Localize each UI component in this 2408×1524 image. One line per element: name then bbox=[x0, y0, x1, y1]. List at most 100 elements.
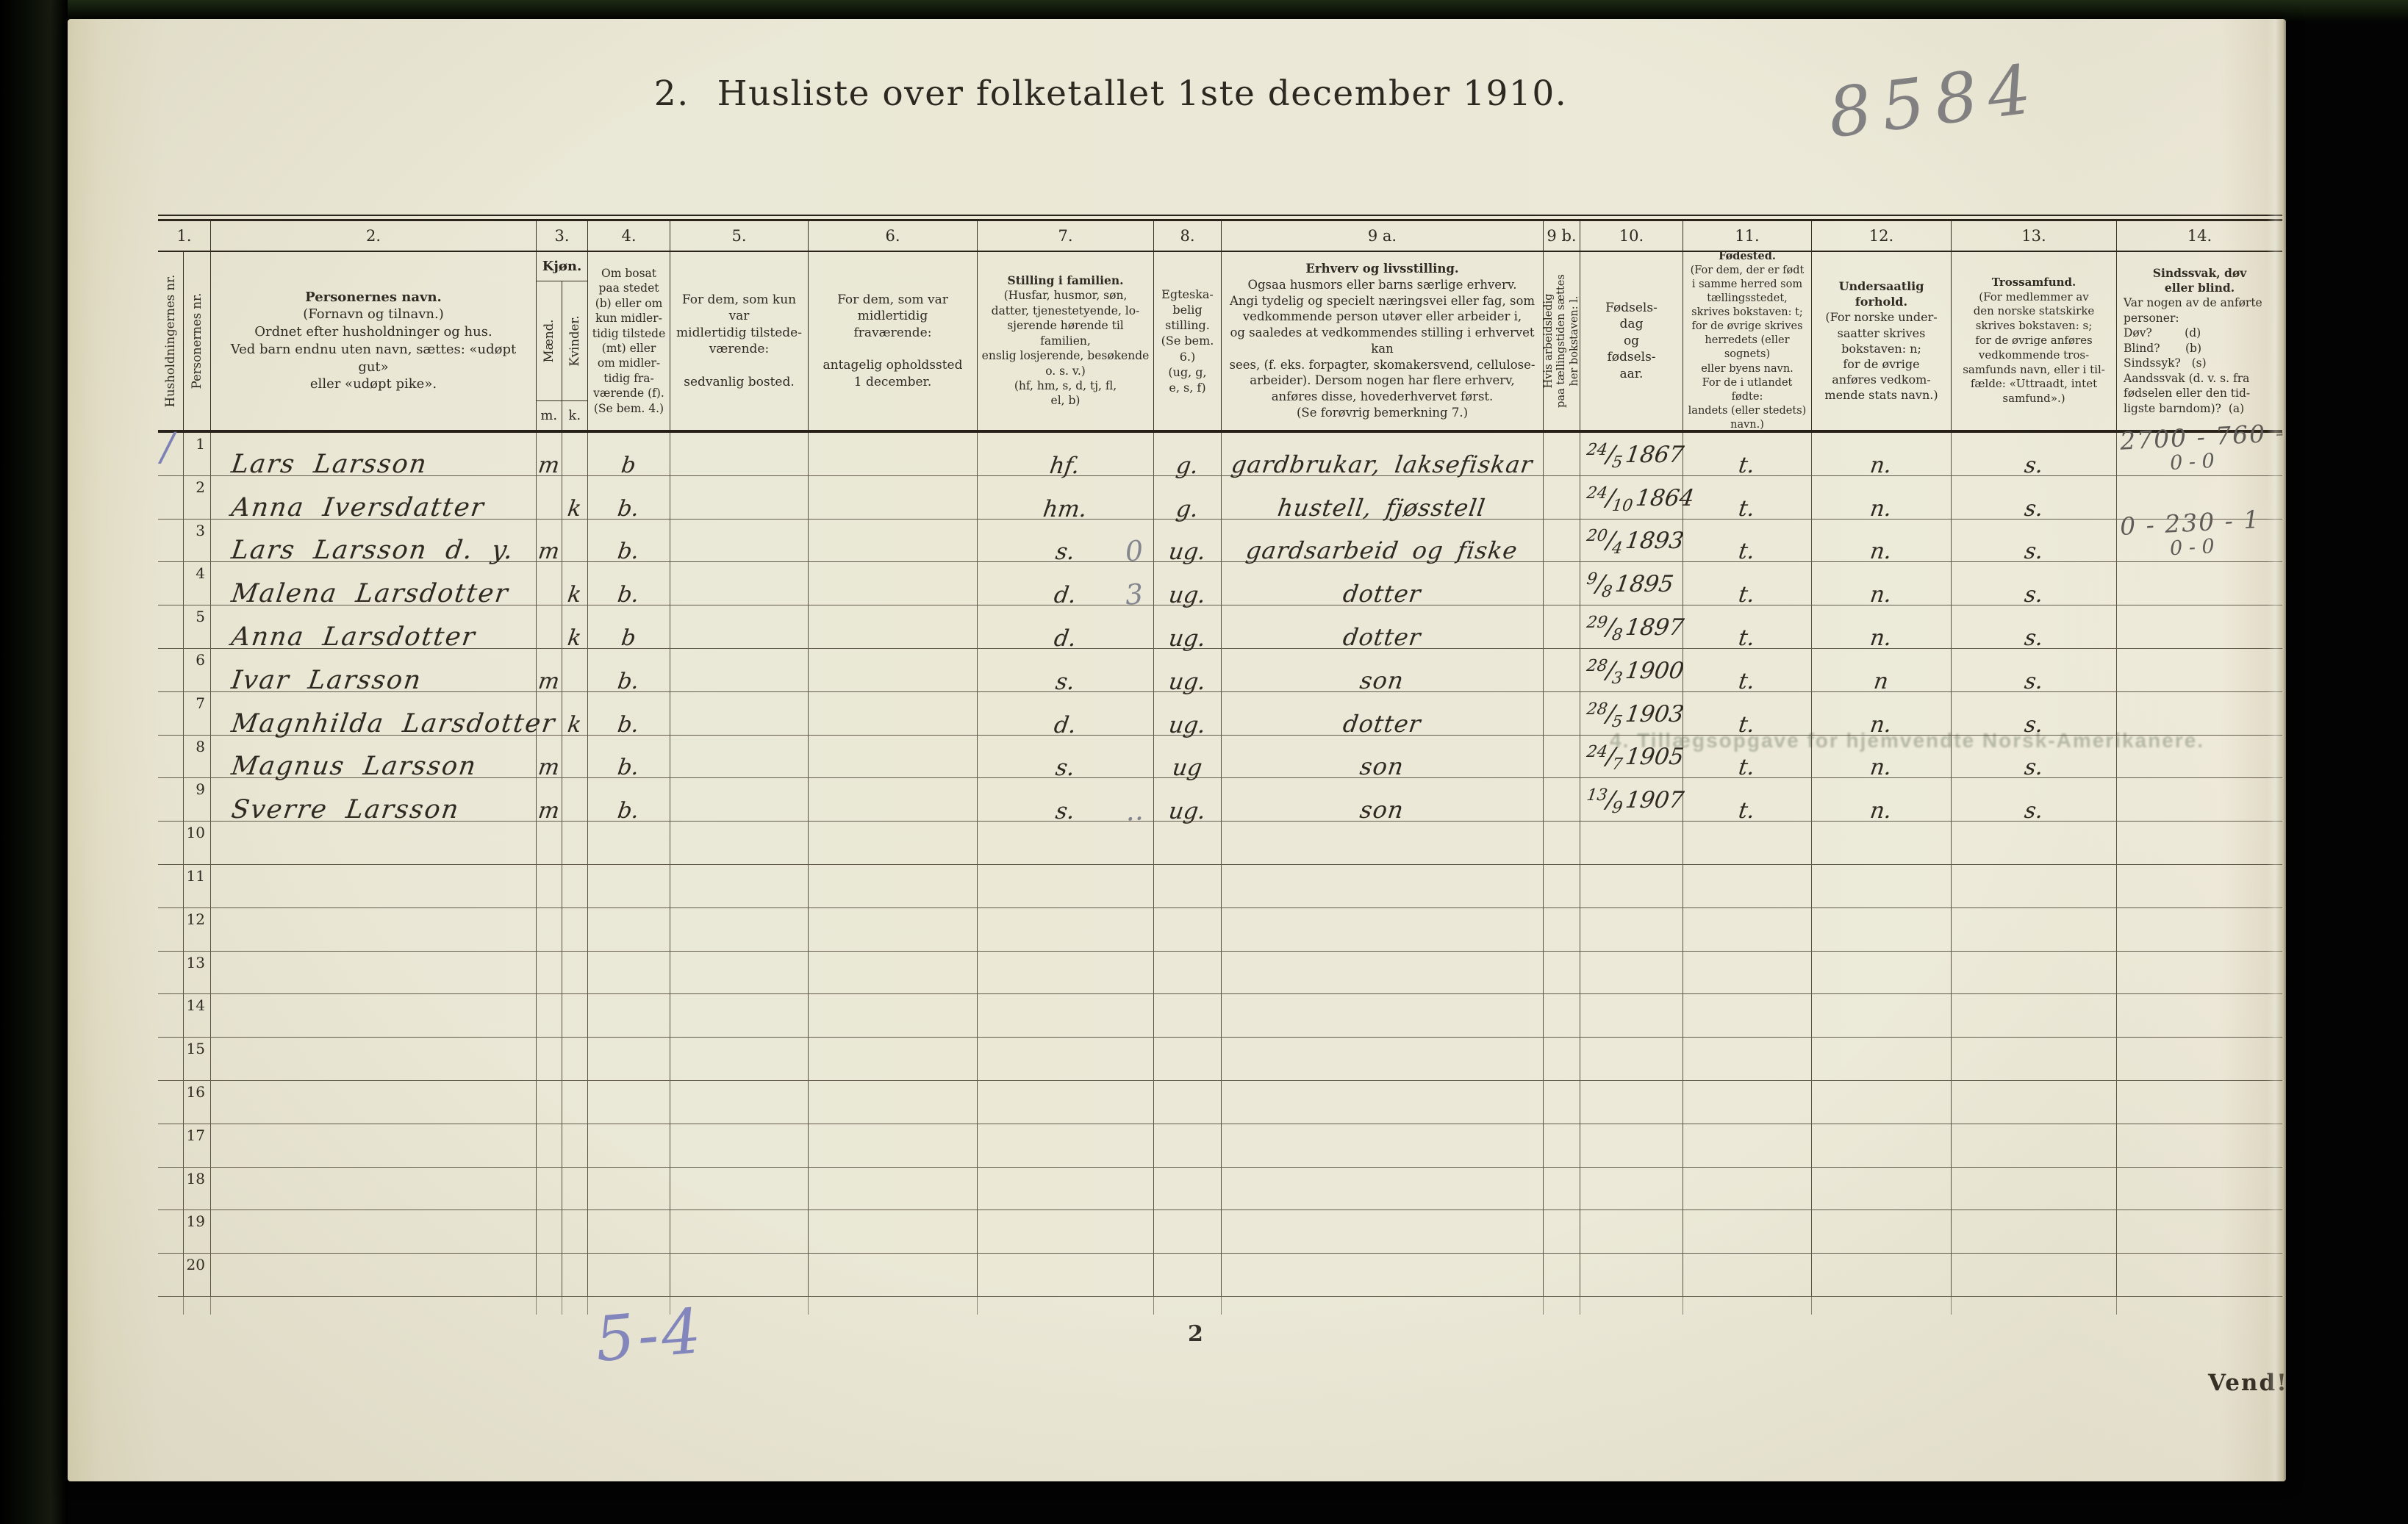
unemployed-cell bbox=[1544, 735, 1580, 778]
birthdate-cell bbox=[1580, 994, 1683, 1038]
religion-cell bbox=[1952, 951, 2117, 994]
header-sex-title: Kjøn. bbox=[537, 252, 587, 281]
col-num-14: 14. bbox=[2187, 227, 2212, 245]
sex-male-cell bbox=[537, 1167, 562, 1210]
household-number-cell bbox=[158, 519, 184, 562]
family-position-cell bbox=[978, 1210, 1154, 1254]
residence-mark: b. bbox=[616, 582, 641, 608]
birthdate-cell: 1391907 bbox=[1580, 778, 1685, 822]
name-cell: Anna Larsdotter bbox=[211, 605, 537, 652]
name-cell: Magnus Larsson bbox=[211, 735, 537, 781]
marital-status-cell: ug. bbox=[1154, 648, 1222, 695]
birthdate-cell bbox=[1580, 951, 1683, 994]
occupation-cell: son bbox=[1222, 735, 1544, 780]
residence-cell bbox=[588, 994, 670, 1038]
residence-mark: b. bbox=[616, 711, 641, 738]
sex-female-mark: k bbox=[565, 495, 583, 522]
household-number-cell bbox=[158, 1167, 184, 1210]
tally-annotation bbox=[2120, 597, 2170, 598]
tally-annotation bbox=[2120, 813, 2170, 814]
table-row: 8 Magnus Larsson m b. s. ug son 2471905 bbox=[158, 735, 2282, 781]
temporary-present-cell bbox=[670, 475, 809, 519]
temporary-absent-cell bbox=[809, 648, 978, 691]
header-sex-female-label: Kvinder. bbox=[567, 315, 581, 367]
remarks-cell bbox=[2117, 1168, 2282, 1210]
household-number-cell bbox=[158, 864, 184, 907]
citizenship-value: n. bbox=[1868, 711, 1893, 738]
family-position-cell bbox=[978, 1254, 1154, 1296]
residence-cell: b. bbox=[588, 691, 670, 738]
marital-status-cell bbox=[1154, 822, 1222, 864]
birthdate-cell: 2471905 bbox=[1580, 735, 1685, 778]
sex-female-mark: k bbox=[565, 625, 583, 651]
sex-female-cell bbox=[562, 1254, 588, 1296]
table-row: 3 Lars Larsson d. y. m b. s. 0 ug. gards… bbox=[158, 505, 2282, 568]
col-num-11: 11. bbox=[1683, 221, 1812, 251]
temporary-present-cell bbox=[670, 907, 809, 951]
religion-cell: s. bbox=[1952, 691, 2117, 738]
birthdate-cell bbox=[1580, 1124, 1683, 1167]
unemployed-cell bbox=[1544, 1167, 1580, 1210]
religion-cell bbox=[1952, 907, 2117, 951]
person-name: Magnhilda Larsdotter bbox=[229, 708, 558, 738]
birthplace-cell bbox=[1683, 864, 1812, 907]
sex-female-cell bbox=[562, 735, 588, 778]
household-number-cell bbox=[158, 1210, 184, 1254]
occupation-cell bbox=[1222, 1038, 1544, 1080]
header-name-body: (Fornavn og tilnavn.) Ordnet efter husho… bbox=[230, 306, 517, 392]
header-sex-female-short: k. bbox=[568, 408, 581, 423]
unemployed-cell bbox=[1544, 605, 1580, 648]
temporary-absent-cell bbox=[809, 778, 978, 822]
birthdate-cell bbox=[1580, 822, 1683, 864]
birthplace-cell bbox=[1683, 1167, 1812, 1210]
col-num-10: 10. bbox=[1580, 221, 1683, 251]
name-cell: Lars Larsson d. y. bbox=[211, 519, 537, 565]
temporary-absent-cell bbox=[809, 864, 978, 907]
marital-status-cell: ug. bbox=[1154, 562, 1222, 609]
religion-value: s. bbox=[2022, 495, 2045, 522]
citizenship-cell bbox=[1812, 1254, 1952, 1296]
person-number-cell: 12 bbox=[184, 907, 211, 951]
person-number-cell: 17 bbox=[184, 1124, 211, 1167]
unemployed-cell bbox=[1544, 475, 1580, 519]
person-number-cell: 15 bbox=[184, 1038, 211, 1080]
header-birthplace-body: (For dem, der er født i samme herred som… bbox=[1688, 264, 1807, 431]
sex-male-mark: m bbox=[536, 452, 562, 478]
marital-status-cell bbox=[1154, 1210, 1222, 1254]
birthplace-cell bbox=[1683, 951, 1812, 994]
birthplace-cell: t. bbox=[1683, 475, 1812, 522]
sex-male-cell bbox=[537, 1080, 562, 1124]
header-residence-body: Om bosat paa stedet (b) eller om kun mid… bbox=[592, 266, 666, 415]
tally-annotation bbox=[2120, 640, 2170, 641]
temporary-absent-cell bbox=[809, 605, 978, 648]
table-row: 7 Magnhilda Larsdotter k b. d. ug. dotte… bbox=[158, 691, 2282, 738]
temporary-present-cell bbox=[670, 864, 809, 907]
occupation-cell bbox=[1222, 864, 1544, 907]
occupation-cell bbox=[1222, 951, 1544, 994]
header-birthplace-title: Fødested. bbox=[1719, 249, 1776, 262]
name-cell: Ivar Larsson bbox=[211, 648, 537, 695]
table-row: 2 Anna Iversdatter k b. hm. g. hustell, … bbox=[158, 475, 2282, 522]
sex-male-mark: m bbox=[536, 539, 562, 565]
person-number: 14 bbox=[186, 996, 205, 1015]
marital-status-value: g. bbox=[1174, 452, 1200, 479]
household-number-cell bbox=[158, 994, 184, 1038]
residence-mark: b bbox=[619, 452, 638, 478]
name-cell bbox=[211, 907, 537, 951]
tally-annotation bbox=[2120, 1159, 2170, 1160]
page-number: 2 bbox=[1188, 1321, 1203, 1347]
temporary-present-cell bbox=[670, 951, 809, 994]
table-row: 11 bbox=[158, 864, 2282, 908]
sex-female-cell bbox=[562, 1210, 588, 1254]
person-number: 4 bbox=[196, 564, 205, 583]
marital-status-value: ug. bbox=[1167, 582, 1208, 609]
sex-male-cell bbox=[537, 864, 562, 907]
birthplace-cell bbox=[1683, 1080, 1812, 1124]
birthplace-cell: t. bbox=[1683, 778, 1812, 824]
person-number-cell: 4 bbox=[184, 562, 211, 605]
remarks-cell bbox=[2117, 822, 2282, 864]
header-religion: Trossamfund. (For medlemmer av den norsk… bbox=[1952, 252, 2117, 430]
occupation-cell bbox=[1222, 1080, 1544, 1124]
occupation-value: dotter bbox=[1341, 622, 1423, 651]
